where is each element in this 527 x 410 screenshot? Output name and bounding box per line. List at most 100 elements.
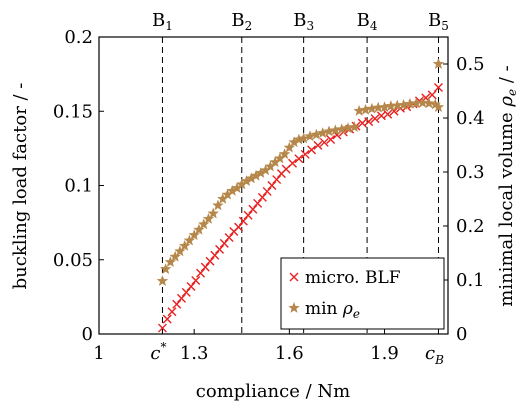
y-right-tick-label-1: 0.1 xyxy=(456,270,485,291)
blf-point-24 xyxy=(272,175,282,185)
axis-ticks: 1 1.3 1.6 1.9 c* cB 0 0.05 0.1 0.15 0.2 0 0.1 0.2 0.3 0… xyxy=(53,27,485,367)
blf-point-39 xyxy=(364,117,374,127)
legend: micro. BLF min ρe xyxy=(280,257,445,330)
blf-point-14 xyxy=(224,232,234,242)
x-tick-label-2: 1.6 xyxy=(275,343,304,364)
blf-point-13 xyxy=(219,238,229,248)
series-min-rho xyxy=(156,57,445,286)
x-axis-label: compliance / Nm xyxy=(196,381,350,402)
blf-point-0 xyxy=(157,323,167,333)
legend-star-glyph xyxy=(288,301,300,313)
y-right-symbol: ρ xyxy=(496,96,517,108)
y-right-tick-label-5: 0.5 xyxy=(456,54,485,75)
rho-point-27 xyxy=(283,141,296,153)
legend-label-min-rho: min ρe xyxy=(305,299,360,321)
legend-rho-symbol: ρ xyxy=(342,299,353,319)
rho-point-26 xyxy=(278,148,291,160)
blf-point-19 xyxy=(248,204,258,214)
rho-point-4 xyxy=(174,245,186,257)
blf-point-29 xyxy=(300,149,310,159)
x-special-tick-label-0: c* xyxy=(150,340,166,364)
blf-point-16 xyxy=(234,222,244,232)
blf-point-18 xyxy=(243,210,253,220)
blf-point-1 xyxy=(162,314,172,324)
blf-point-10 xyxy=(205,256,215,266)
rho-point-2 xyxy=(164,256,177,268)
blf-point-9 xyxy=(200,262,210,272)
rho-point-53 xyxy=(432,57,445,69)
y-axis-left-label: buckling load factor / - xyxy=(10,83,31,290)
blf-point-22 xyxy=(262,186,272,196)
vline-label-b2: B2 xyxy=(231,10,252,33)
rho-point-31 xyxy=(304,130,316,142)
y-left-tick-label-3: 0.15 xyxy=(53,101,93,122)
blf-point-21 xyxy=(257,192,267,202)
y-right-tick-label-4: 0.4 xyxy=(456,108,485,129)
rho-point-49 xyxy=(416,96,429,108)
vline-label-b4: B4 xyxy=(357,10,378,33)
blf-point-3 xyxy=(172,299,182,309)
vline-label-b5: B5 xyxy=(428,10,449,33)
reference-lines: B1 B2 B3 B4 B5 xyxy=(152,10,449,334)
blf-point-42 xyxy=(383,109,393,119)
blf-point-8 xyxy=(196,268,206,278)
legend-marker-x-icon xyxy=(289,272,299,282)
y-right-tick-label-0: 0 xyxy=(456,324,467,345)
legend-label-micro-blf: micro. BLF xyxy=(305,268,401,288)
blf-point-17 xyxy=(238,216,248,226)
rho-point-32 xyxy=(310,128,323,140)
blf-point-31 xyxy=(313,140,323,150)
blf-point-12 xyxy=(215,244,225,254)
blf-point-20 xyxy=(253,198,263,208)
x-tick-label-3: 1.9 xyxy=(370,343,399,364)
rho-point-5 xyxy=(178,239,191,251)
blf-point-32 xyxy=(319,137,329,147)
y-right-tick-label-3: 0.3 xyxy=(456,162,485,183)
rho-point-38 xyxy=(348,121,361,133)
blf-point-49 xyxy=(427,90,437,100)
y-left-tick-label-2: 0.1 xyxy=(64,176,93,197)
blf-point-7 xyxy=(191,276,201,286)
blf-point-4 xyxy=(176,293,186,303)
blf-point-5 xyxy=(181,287,191,297)
blf-point-11 xyxy=(210,250,220,260)
rho-point-52 xyxy=(432,101,445,113)
legend-rho-sub: e xyxy=(353,307,360,321)
x-tick-label-0: 1 xyxy=(93,343,104,364)
rho-point-50 xyxy=(423,97,435,109)
blf-point-27 xyxy=(288,158,298,168)
blf-point-28 xyxy=(294,154,304,164)
blf-point-30 xyxy=(307,145,317,155)
rho-point-6 xyxy=(183,234,196,246)
x-special-tick-label-1: cB xyxy=(425,343,444,367)
blf-point-50 xyxy=(433,82,443,92)
blf-point-40 xyxy=(370,114,380,124)
legend-x-glyph xyxy=(289,272,299,282)
legend-marker-star-icon xyxy=(288,301,300,313)
blf-point-33 xyxy=(326,134,336,144)
blf-point-6 xyxy=(186,281,196,291)
y-left-tick-label-1: 0.05 xyxy=(53,250,93,271)
x-tick-label-1: 1.3 xyxy=(180,343,209,364)
y-axis-right-label: minimal local volume ρe / - xyxy=(496,65,519,306)
vline-label-b1: B1 xyxy=(152,10,173,33)
rho-point-0 xyxy=(156,275,169,286)
y-right-suffix: / - xyxy=(496,65,517,89)
rho-point-1 xyxy=(159,263,172,275)
rho-point-9 xyxy=(197,218,210,230)
y-right-sub: e xyxy=(505,89,519,96)
y-right-prefix: minimal local volume xyxy=(496,107,517,307)
rho-point-10 xyxy=(202,212,215,224)
rho-point-3 xyxy=(169,250,181,262)
y-left-tick-label-4: 0.2 xyxy=(64,27,93,48)
rho-point-11 xyxy=(207,207,219,219)
legend-box xyxy=(280,257,445,330)
vline-label-b3: B3 xyxy=(293,10,314,33)
blf-point-2 xyxy=(167,307,177,317)
rho-point-7 xyxy=(188,229,200,241)
y-right-tick-label-2: 0.2 xyxy=(456,216,485,237)
rho-point-12 xyxy=(212,199,224,211)
y-left-tick-label-0: 0 xyxy=(82,324,93,345)
rho-point-8 xyxy=(193,223,205,235)
